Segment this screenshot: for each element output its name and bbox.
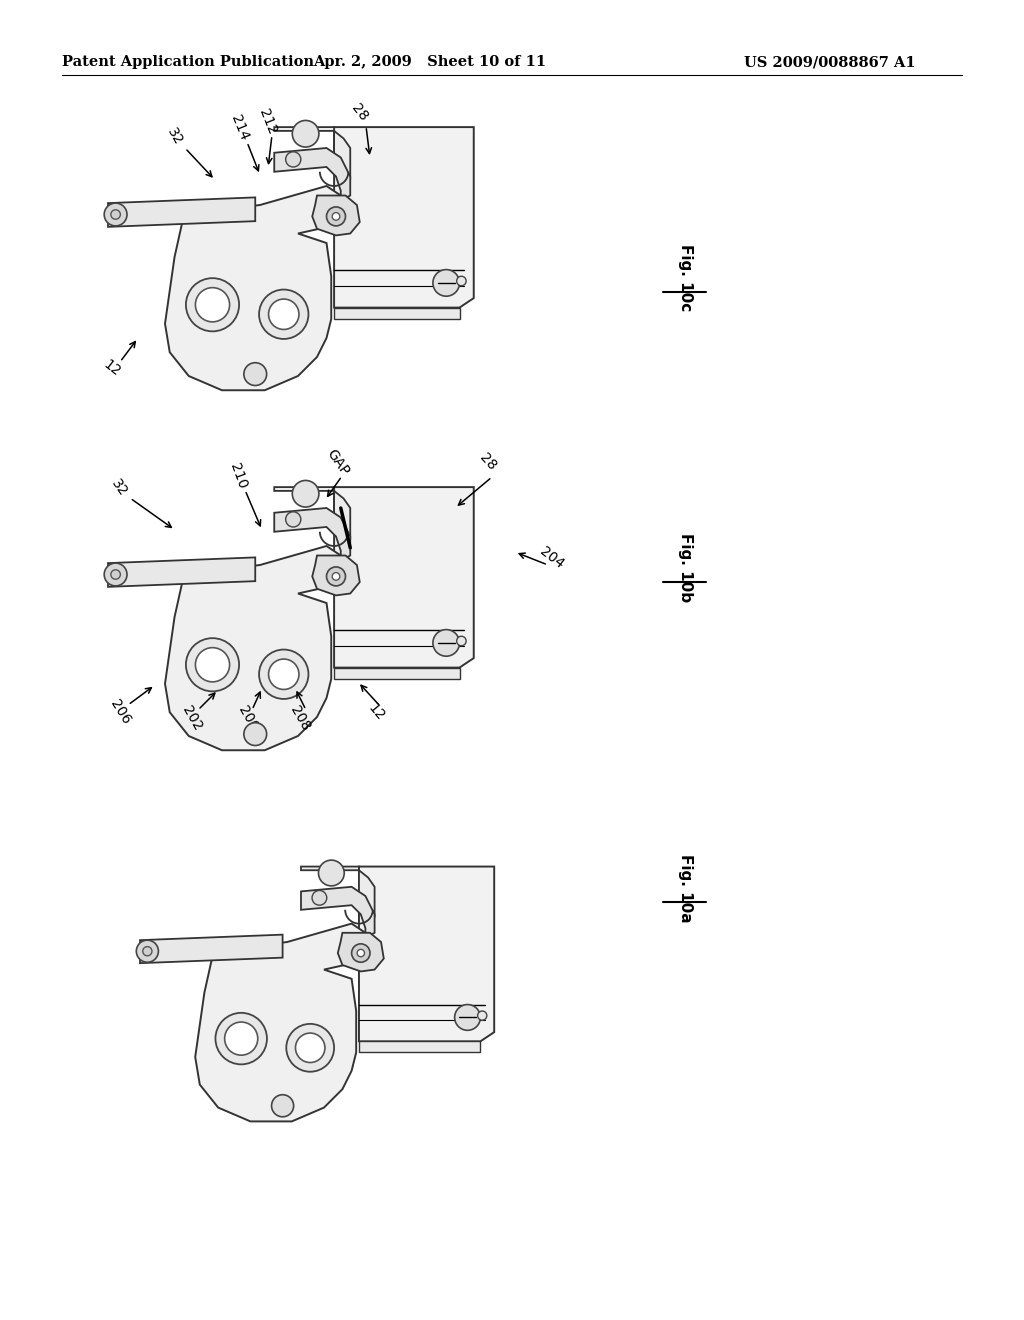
- Circle shape: [318, 861, 344, 886]
- Text: Apr. 2, 2009   Sheet 10 of 11: Apr. 2, 2009 Sheet 10 of 11: [313, 55, 547, 69]
- Polygon shape: [334, 668, 460, 678]
- Text: Patent Application Publication: Patent Application Publication: [62, 55, 314, 69]
- Circle shape: [286, 512, 301, 527]
- Circle shape: [259, 289, 308, 339]
- Circle shape: [196, 648, 229, 682]
- Circle shape: [455, 1005, 480, 1031]
- Circle shape: [259, 649, 308, 700]
- Text: 202: 202: [179, 704, 205, 733]
- Text: 208: 208: [288, 704, 312, 733]
- Circle shape: [286, 152, 301, 168]
- Text: Fig. 10c: Fig. 10c: [678, 244, 692, 312]
- Circle shape: [111, 570, 121, 579]
- Circle shape: [111, 210, 121, 219]
- Circle shape: [327, 566, 345, 586]
- Polygon shape: [338, 933, 384, 972]
- Text: 32: 32: [165, 125, 185, 148]
- Circle shape: [244, 722, 266, 746]
- Circle shape: [351, 944, 370, 962]
- Text: 212: 212: [257, 107, 280, 137]
- Text: 210: 210: [227, 461, 249, 491]
- Polygon shape: [274, 127, 350, 178]
- Polygon shape: [334, 127, 474, 308]
- Polygon shape: [165, 546, 350, 750]
- Polygon shape: [165, 186, 350, 391]
- Polygon shape: [196, 924, 375, 1122]
- Circle shape: [296, 1034, 325, 1063]
- Circle shape: [104, 564, 127, 586]
- Text: 28: 28: [477, 450, 499, 474]
- Circle shape: [224, 1022, 258, 1055]
- Polygon shape: [274, 508, 350, 560]
- Text: 204: 204: [538, 544, 566, 572]
- Circle shape: [477, 1011, 486, 1020]
- Circle shape: [244, 363, 266, 385]
- Circle shape: [287, 1024, 334, 1072]
- Text: 206: 206: [108, 697, 133, 727]
- Circle shape: [457, 636, 466, 645]
- Polygon shape: [108, 198, 255, 227]
- Text: Fig. 10a: Fig. 10a: [678, 854, 692, 923]
- Polygon shape: [359, 866, 495, 1041]
- Text: 12: 12: [100, 356, 123, 379]
- Circle shape: [136, 940, 159, 962]
- Text: US 2009/0088867 A1: US 2009/0088867 A1: [744, 55, 915, 69]
- Circle shape: [268, 659, 299, 689]
- Text: 214: 214: [228, 114, 252, 143]
- Text: GAP: GAP: [324, 446, 352, 478]
- Text: Fig. 10b: Fig. 10b: [678, 533, 692, 602]
- Polygon shape: [301, 887, 375, 937]
- Circle shape: [186, 279, 239, 331]
- Polygon shape: [274, 487, 350, 539]
- Polygon shape: [359, 1041, 480, 1052]
- Polygon shape: [301, 866, 375, 916]
- Circle shape: [332, 213, 340, 220]
- Circle shape: [457, 276, 466, 285]
- Polygon shape: [334, 487, 474, 668]
- Circle shape: [332, 573, 340, 581]
- Text: 200: 200: [236, 704, 261, 733]
- Polygon shape: [312, 556, 359, 595]
- Text: 12: 12: [365, 701, 387, 723]
- Circle shape: [433, 630, 460, 656]
- Circle shape: [142, 946, 152, 956]
- Circle shape: [433, 269, 460, 296]
- Polygon shape: [334, 308, 460, 319]
- Circle shape: [292, 120, 318, 147]
- Polygon shape: [140, 935, 283, 964]
- Text: 32: 32: [109, 477, 130, 499]
- Polygon shape: [312, 195, 359, 235]
- Polygon shape: [274, 148, 350, 201]
- Circle shape: [268, 300, 299, 330]
- Circle shape: [292, 480, 318, 507]
- Circle shape: [312, 891, 327, 906]
- Text: 28: 28: [349, 100, 371, 123]
- Circle shape: [186, 638, 239, 692]
- Circle shape: [104, 203, 127, 226]
- Circle shape: [357, 949, 365, 957]
- Polygon shape: [108, 557, 255, 587]
- Circle shape: [215, 1012, 267, 1064]
- Circle shape: [271, 1094, 294, 1117]
- Circle shape: [196, 288, 229, 322]
- Circle shape: [327, 207, 345, 226]
